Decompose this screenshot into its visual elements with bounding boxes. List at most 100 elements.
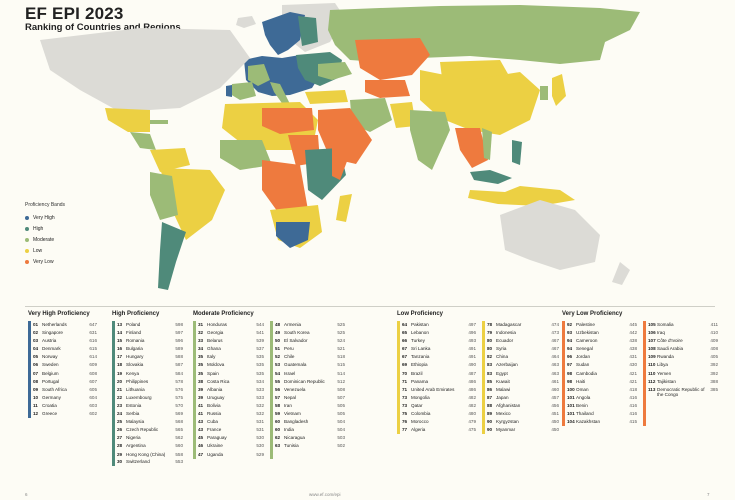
- band-title: High Proficiency: [112, 311, 160, 317]
- rank-number: 107: [648, 338, 656, 344]
- country-name: Democratic Republic of the Congo: [657, 386, 705, 398]
- proficiency-score: 418: [629, 386, 637, 392]
- country-name: Luxembourg: [126, 394, 152, 400]
- ranking-row: 43 Cuba 531: [198, 418, 264, 426]
- rank-number: 79: [487, 330, 493, 336]
- proficiency-score: 616: [89, 338, 97, 344]
- ranking-row: 49 South Korea 525: [275, 329, 345, 337]
- ranking-row: 08 Portugal 607: [33, 378, 97, 386]
- ranking-row: 60 India 504: [275, 426, 345, 434]
- proficiency-band: Low Proficiency 64 Pakistan 497 65 Lebanon 496…: [397, 311, 559, 435]
- region-west-africa: [220, 140, 272, 170]
- country-name: Serbia: [126, 411, 140, 417]
- rank-number: 109: [648, 354, 656, 360]
- ranking-row: 03 Austria 616: [33, 337, 97, 345]
- country-name: Kuwait: [496, 378, 510, 384]
- country-name: Sweden: [42, 362, 59, 368]
- country-name: Mongolia: [411, 394, 430, 400]
- country-name: El Salvador: [284, 338, 308, 344]
- proficiency-band: Very Low Proficiency 92 Palestine 445 93 Uzbe…: [562, 311, 718, 427]
- ranking-row: 20 Philippines 578: [117, 378, 183, 386]
- rank-number: 15: [117, 338, 123, 344]
- country-name: Netherlands: [42, 322, 67, 327]
- proficiency-score: 450: [551, 427, 559, 433]
- country-name: Croatia: [42, 402, 57, 408]
- ranking-row: 96 Jordan 431: [567, 353, 637, 361]
- ranking-row: 23 Estonia 570: [117, 402, 183, 410]
- ranking-row: 41 Russia 532: [198, 410, 264, 418]
- proficiency-score: 415: [629, 419, 637, 425]
- ranking-row: 51 Peru 521: [275, 345, 345, 353]
- proficiency-score: 524: [337, 338, 345, 344]
- country-name: Algeria: [411, 427, 426, 433]
- proficiency-score: 584: [175, 370, 183, 376]
- proficiency-score: 615: [89, 346, 97, 352]
- region-cuba: [150, 120, 168, 124]
- country-name: Finland: [126, 330, 142, 336]
- legend-item: Low: [25, 245, 65, 256]
- proficiency-band: High Proficiency 13 Poland 598 14 Finland 597 1…: [112, 311, 183, 467]
- ranking-row: 100 Oman 418: [567, 386, 637, 394]
- band-color-bar: [270, 321, 273, 459]
- ranking-row: 17 Hungary 588: [117, 353, 183, 361]
- proficiency-score: 416: [629, 394, 637, 400]
- country-name: Norway: [42, 354, 58, 360]
- rank-number: 29: [117, 451, 123, 457]
- rank-number: 14: [117, 330, 123, 336]
- rank-number: 98: [567, 370, 573, 376]
- region-colombia-venezuela: [150, 148, 190, 172]
- ranking-row: 48 Armenia 525: [275, 321, 345, 329]
- region-japan: [552, 74, 566, 106]
- rank-number: 96: [567, 354, 573, 360]
- ranking-row: 35 Moldova 535: [198, 361, 264, 369]
- ranking-row: 66 Turkey 493: [402, 337, 476, 345]
- proficiency-score: 515: [337, 362, 345, 368]
- country-name: Malawi: [496, 386, 511, 392]
- region-central-america: [130, 132, 156, 150]
- country-name: Albania: [207, 386, 223, 392]
- proficiency-score: 505: [337, 402, 345, 408]
- proficiency-score: 603: [89, 402, 97, 408]
- ranking-row: 11 Croatia 603: [33, 402, 97, 410]
- rank-number: 104: [567, 419, 575, 425]
- region-north-america: [40, 28, 250, 112]
- rank-number: 08: [33, 378, 39, 384]
- country-name: Lebanon: [411, 330, 429, 336]
- proficiency-score: 631: [89, 330, 97, 336]
- rank-number: 105: [648, 322, 656, 327]
- legend-swatch: [25, 259, 29, 264]
- region-mexico: [105, 108, 150, 132]
- ranking-row: 10 Germany 604: [33, 394, 97, 402]
- rank-number: 06: [33, 362, 39, 368]
- ranking-row: 93 Uzbekistan 442: [567, 329, 637, 337]
- country-name: Libya: [657, 362, 668, 368]
- rank-number: 108: [648, 346, 656, 352]
- rank-number: 110: [648, 362, 656, 368]
- ranking-row: 05 Norway 614: [33, 353, 97, 361]
- proficiency-score: 544: [256, 322, 264, 327]
- proficiency-score: 473: [551, 330, 559, 336]
- rank-number: 70: [402, 370, 408, 376]
- region-mongolia: [440, 60, 508, 82]
- ranking-row: 78 Madagascar 474: [487, 321, 559, 329]
- band-color-bar: [112, 321, 115, 467]
- ranking-row: 64 Pakistan 497: [402, 321, 476, 329]
- proficiency-score: 521: [337, 346, 345, 352]
- proficiency-score: 493: [468, 338, 476, 344]
- ranking-column: 105 Somalia 411 106 Iraq 410 107 Côte d'Ivoire 4…: [643, 321, 718, 427]
- proficiency-score: 570: [175, 402, 183, 408]
- proficiency-score: 504: [337, 419, 345, 425]
- country-name: Venezuela: [284, 386, 306, 392]
- rank-number: 48: [275, 322, 281, 327]
- proficiency-score: 475: [468, 427, 476, 433]
- rank-number: 113: [648, 386, 656, 392]
- band-title: Very Low Proficiency: [562, 311, 623, 317]
- rank-number: 03: [33, 338, 39, 344]
- proficiency-score: 410: [710, 330, 718, 336]
- world-map: [40, 3, 640, 290]
- ranking-column: 31 Honduras 544 32 Georgia 541 33 Belarus 539 34 G…: [193, 321, 264, 459]
- rank-number: 54: [275, 370, 281, 376]
- ranking-row: 43 France 531: [198, 426, 264, 434]
- ranking-row: 12 Greece 602: [33, 410, 97, 418]
- ranking-row: 55 Dominican Republic 512: [275, 378, 345, 386]
